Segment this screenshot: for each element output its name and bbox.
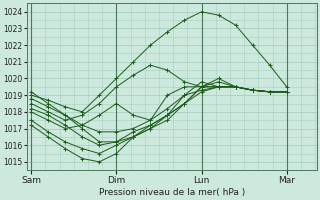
X-axis label: Pression niveau de la mer( hPa ): Pression niveau de la mer( hPa ) xyxy=(99,188,245,197)
